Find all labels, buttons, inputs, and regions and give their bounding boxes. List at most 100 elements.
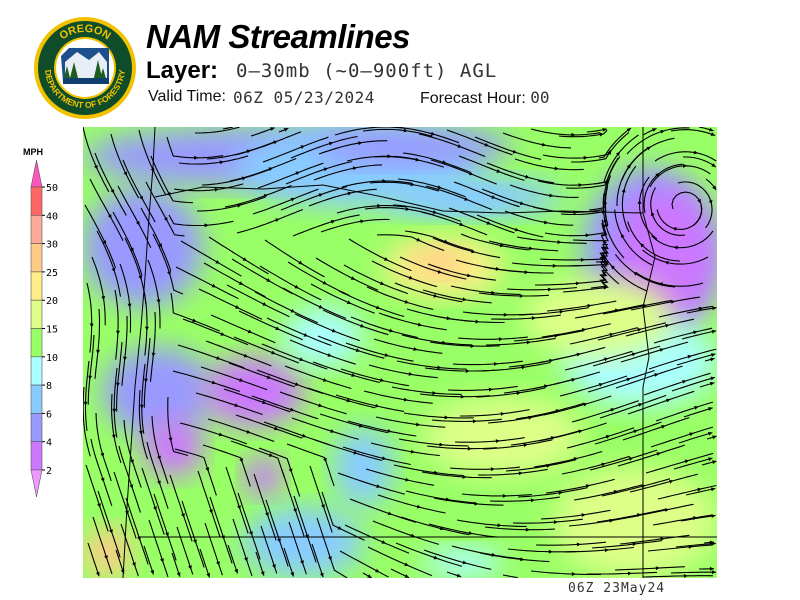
- streamline-arrow-icon: [168, 437, 173, 442]
- streamline-arrow-icon: [123, 171, 128, 176]
- streamline: [143, 545, 155, 575]
- streamline: [237, 492, 261, 560]
- streamline-arrow-icon: [243, 353, 249, 358]
- streamline-arrow-icon: [135, 220, 140, 226]
- streamline-arrow-icon: [583, 155, 588, 160]
- streamline-arrow-icon: [206, 572, 211, 578]
- legend-swatch: [30, 299, 43, 329]
- streamline-arrow-icon: [290, 308, 296, 313]
- streamline-arrow-icon: [157, 480, 161, 485]
- streamline: [116, 341, 123, 412]
- streamline: [150, 155, 193, 204]
- streamline: [142, 285, 148, 356]
- streamline-arrow-icon: [219, 160, 224, 165]
- streamline: [168, 214, 234, 227]
- streamline-arrow-icon: [337, 526, 343, 530]
- streamline-arrow-icon: [211, 380, 217, 385]
- streamline-arrow-icon: [346, 398, 351, 403]
- legend-swatch: [30, 186, 43, 216]
- streamline: [671, 376, 716, 392]
- streamline-arrow-icon: [100, 477, 105, 483]
- streamline: [431, 418, 502, 422]
- streamline-arrow-icon: [708, 407, 713, 411]
- streamline: [425, 185, 493, 211]
- streamline-arrow-icon: [708, 199, 713, 205]
- streamline-arrow-icon: [604, 357, 609, 362]
- streamline-arrow-icon: [192, 318, 197, 323]
- wind-speed-region: [103, 347, 213, 437]
- streamline-arrow-icon: [444, 415, 449, 420]
- streamline-arrow-icon: [693, 330, 698, 335]
- streamline: [648, 348, 717, 370]
- streamline: [125, 497, 149, 565]
- streamline-arrow-icon: [474, 501, 479, 506]
- streamline-arrow-icon: [381, 540, 386, 544]
- streamline-arrow-icon: [496, 169, 501, 173]
- streamline-arrow-icon: [583, 402, 588, 407]
- streamline: [251, 395, 319, 420]
- streamline: [450, 285, 521, 295]
- streamline-arrow-icon: [602, 127, 607, 132]
- streamline-arrow-icon: [468, 531, 473, 535]
- streamline-arrow-icon: [626, 128, 631, 133]
- streamline-arrow-icon: [620, 233, 625, 239]
- streamline: [403, 412, 474, 419]
- streamline: [318, 140, 388, 155]
- streamline: [513, 330, 584, 342]
- streamline-arrow-icon: [610, 408, 615, 412]
- streamline: [195, 392, 263, 416]
- streamline-arrow-icon: [244, 557, 248, 562]
- streamline: [114, 289, 119, 360]
- streamline: [454, 437, 525, 443]
- streamline: [254, 291, 319, 324]
- streamline-arrow-icon: [499, 243, 505, 248]
- streamline: [230, 440, 285, 478]
- streamline-arrow-icon: [486, 220, 491, 225]
- streamline: [630, 296, 700, 311]
- streamline: [223, 388, 291, 413]
- streamline: [289, 339, 356, 365]
- streamline-arrow-icon: [262, 400, 267, 405]
- streamline-arrow-icon: [353, 450, 358, 455]
- streamline: [347, 420, 417, 437]
- streamline: [228, 362, 295, 388]
- legend-tick-label: 20: [46, 296, 58, 307]
- streamline: [182, 318, 249, 346]
- streamline: [208, 236, 269, 275]
- streamline: [502, 132, 572, 149]
- streamline-arrow-icon: [301, 433, 307, 438]
- streamline-arrow-icon: [670, 300, 676, 304]
- legend-swatch: [30, 384, 43, 414]
- streamline: [601, 248, 648, 292]
- streamline-arrow-icon: [547, 287, 552, 292]
- streamline-arrow-icon: [416, 237, 421, 242]
- streamline-arrow-icon: [410, 533, 416, 538]
- streamline-arrow-icon: [274, 426, 279, 431]
- streamline: [238, 310, 304, 341]
- streamline-arrow-icon: [139, 404, 144, 409]
- streamline-arrow-icon: [107, 214, 112, 219]
- streamline: [113, 367, 118, 438]
- legend-swatch: [30, 271, 43, 301]
- streamline-arrow-icon: [694, 405, 699, 410]
- streamline-arrow-icon: [293, 508, 297, 513]
- streamline-arrow-icon: [520, 557, 525, 562]
- streamline: [255, 551, 265, 576]
- streamline-arrow-icon: [138, 275, 143, 280]
- streamline: [571, 132, 630, 163]
- streamline: [539, 254, 607, 261]
- streamline: [402, 152, 471, 173]
- streamline-arrow-icon: [557, 240, 562, 245]
- streamline-arrow-icon: [710, 487, 716, 492]
- streamline-arrow-icon: [265, 512, 269, 517]
- streamline: [446, 129, 513, 156]
- streamline-arrow-icon: [558, 490, 563, 495]
- wind-speed-region: [83, 187, 203, 307]
- streamline-arrow-icon: [484, 142, 489, 147]
- streamline: [429, 341, 500, 347]
- streamline: [649, 165, 711, 188]
- streamline: [229, 157, 297, 182]
- streamline: [337, 472, 405, 495]
- streamline: [599, 394, 667, 419]
- streamline: [94, 308, 101, 379]
